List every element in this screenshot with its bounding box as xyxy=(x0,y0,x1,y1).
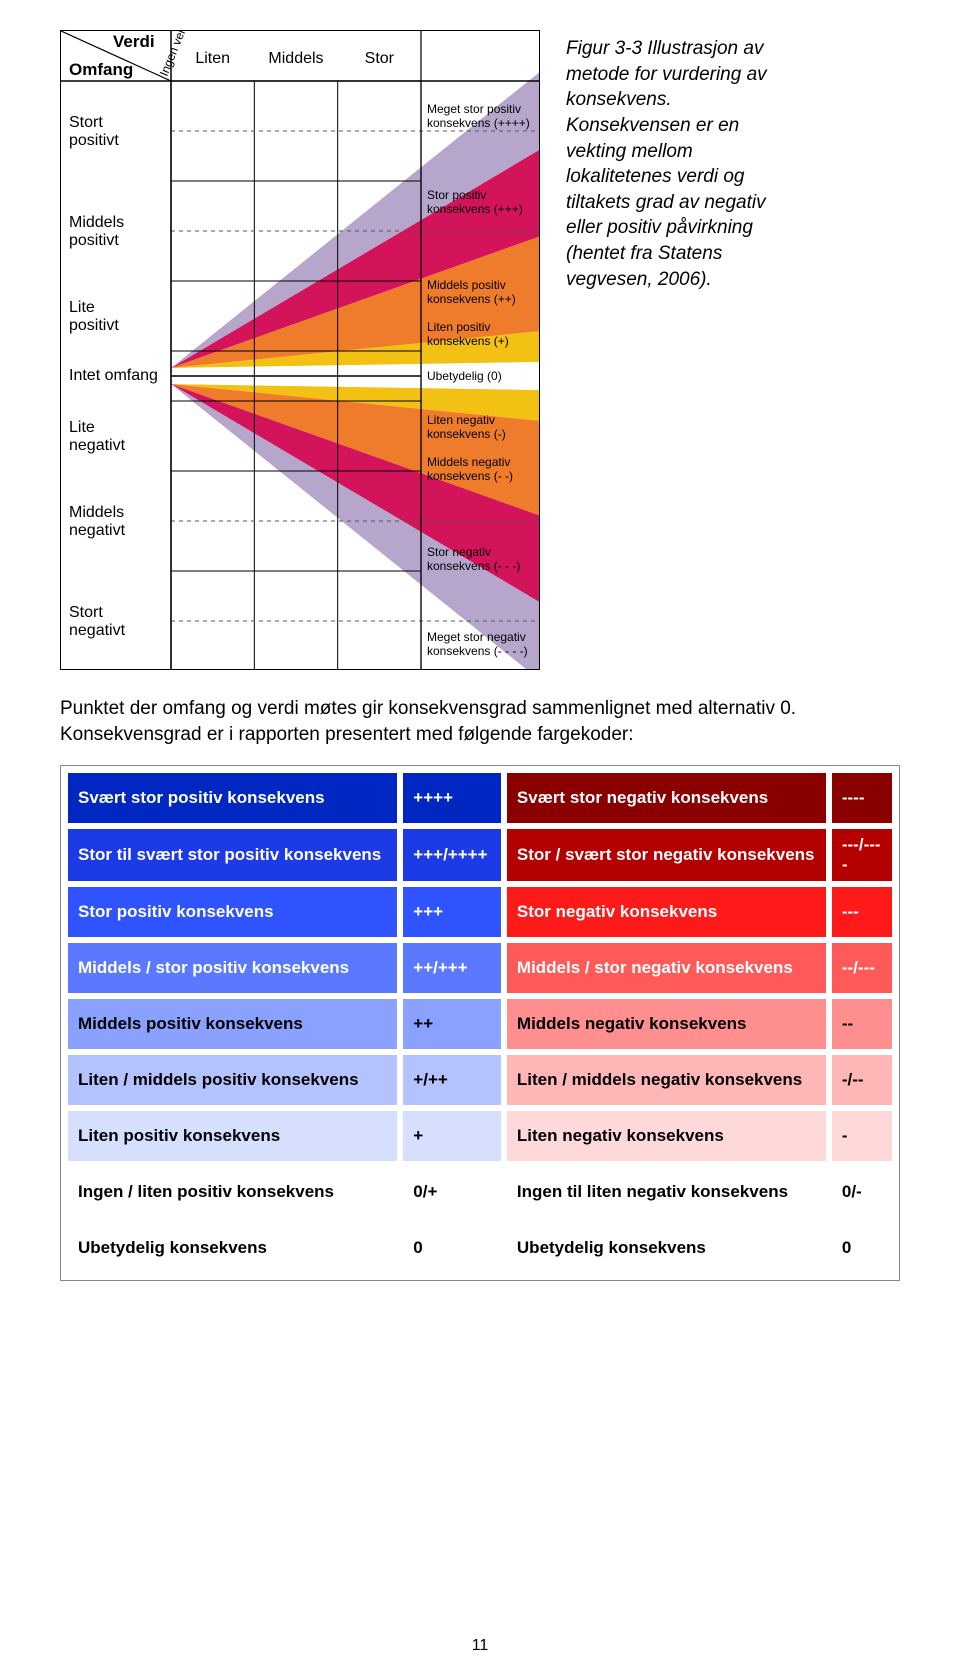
neg-label: Svært stor negativ konsekvens xyxy=(506,772,827,824)
pos-label: Liten / middels positiv konsekvens xyxy=(67,1054,398,1106)
svg-text:Middels negativ: Middels negativ xyxy=(427,455,510,469)
svg-text:konsekvens (++): konsekvens (++) xyxy=(427,292,516,306)
neg-label: Liten / middels negativ konsekvens xyxy=(506,1054,827,1106)
caption-line: (hentet fra Statens xyxy=(566,243,722,264)
svg-text:positivt: positivt xyxy=(69,232,119,249)
pos-symbol: +/++ xyxy=(402,1054,502,1106)
svg-text:Middels: Middels xyxy=(69,214,124,231)
pos-symbol: ++++ xyxy=(402,772,502,824)
svg-text:negativt: negativt xyxy=(69,437,126,454)
svg-text:Middels: Middels xyxy=(268,50,323,67)
color-code-table: Svært stor positiv konsekvens++++Svært s… xyxy=(60,765,900,1281)
pos-symbol: 0 xyxy=(402,1222,502,1274)
svg-text:Stor: Stor xyxy=(365,50,395,67)
pos-symbol: ++ xyxy=(402,998,502,1050)
svg-text:Stort: Stort xyxy=(69,114,103,131)
svg-text:Stor positiv: Stor positiv xyxy=(427,188,486,202)
svg-text:Liten negativ: Liten negativ xyxy=(427,413,495,427)
svg-text:Meget stor positiv: Meget stor positiv xyxy=(427,102,521,116)
pos-label: Middels positiv konsekvens xyxy=(67,998,398,1050)
svg-text:Intet omfang: Intet omfang xyxy=(69,367,158,384)
pos-symbol: +++/++++ xyxy=(402,828,502,882)
neg-label: Ingen til liten negativ konsekvens xyxy=(506,1166,827,1218)
body-line: Konsekvensgrad er i rapporten presentert… xyxy=(60,724,634,745)
pos-label: Stor til svært stor positiv konsekvens xyxy=(67,828,398,882)
svg-text:konsekvens (-): konsekvens (-) xyxy=(427,427,506,441)
caption-line: metode for vurdering av xyxy=(566,64,767,85)
svg-text:Ubetydelig (0): Ubetydelig (0) xyxy=(427,369,502,383)
pos-label: Ingen / liten positiv konsekvens xyxy=(67,1166,398,1218)
neg-symbol: ---/---- xyxy=(831,828,893,882)
svg-text:Middels: Middels xyxy=(69,504,124,521)
caption-line: konsekvens. xyxy=(566,89,672,110)
neg-symbol: ---- xyxy=(831,772,893,824)
caption-line: vegvesen, 2006). xyxy=(566,269,712,290)
svg-text:negativt: negativt xyxy=(69,522,126,539)
pos-label: Ubetydelig konsekvens xyxy=(67,1222,398,1274)
svg-text:Ingen verdi: Ingen verdi xyxy=(157,31,192,78)
svg-text:konsekvens (+): konsekvens (+) xyxy=(427,334,509,348)
neg-symbol: - xyxy=(831,1110,893,1162)
pos-label: Svært stor positiv konsekvens xyxy=(67,772,398,824)
svg-text:Lite: Lite xyxy=(69,419,95,436)
svg-text:positivt: positivt xyxy=(69,132,119,149)
pos-label: Stor positiv konsekvens xyxy=(67,886,398,938)
svg-text:Liten: Liten xyxy=(195,50,230,67)
neg-label: Ubetydelig konsekvens xyxy=(506,1222,827,1274)
caption-line: Konsekvensen er en xyxy=(566,115,739,136)
svg-text:Stor negativ: Stor negativ xyxy=(427,545,491,559)
neg-label: Middels / stor negativ konsekvens xyxy=(506,942,827,994)
fan-svg: Omfang VerdiIngen verdiLiten Middels Stor St… xyxy=(61,31,540,670)
svg-text:Lite: Lite xyxy=(69,299,95,316)
svg-text:konsekvens (- -): konsekvens (- -) xyxy=(427,469,513,483)
consequence-fan-chart: Omfang VerdiIngen verdiLiten Middels Stor St… xyxy=(60,30,540,670)
caption-line: tiltakets grad av negativ xyxy=(566,192,766,213)
svg-text:Middels positiv: Middels positiv xyxy=(427,278,506,292)
svg-text:positivt: positivt xyxy=(69,317,119,334)
neg-label: Middels negativ konsekvens xyxy=(506,998,827,1050)
neg-label: Stor negativ konsekvens xyxy=(506,886,827,938)
page: Omfang VerdiIngen verdiLiten Middels Stor St… xyxy=(0,0,960,1669)
neg-label: Liten negativ konsekvens xyxy=(506,1110,827,1162)
svg-text:konsekvens (- - - -): konsekvens (- - - -) xyxy=(427,644,528,658)
neg-symbol: --- xyxy=(831,886,893,938)
caption-line: Figur 3-3 Illustrasjon av xyxy=(566,38,763,59)
figure-caption: Figur 3-3 Illustrasjon av metode for vur… xyxy=(566,30,920,292)
pos-symbol: +++ xyxy=(402,886,502,938)
body-line: Punktet der omfang og verdi møtes gir ko… xyxy=(60,698,796,719)
body-text: Punktet der omfang og verdi møtes gir ko… xyxy=(60,696,920,747)
svg-text:Liten positiv: Liten positiv xyxy=(427,320,490,334)
pos-symbol: 0/+ xyxy=(402,1166,502,1218)
caption-line: eller positiv påvirkning xyxy=(566,217,753,238)
svg-text:konsekvens (+++): konsekvens (+++) xyxy=(427,202,523,216)
caption-line: lokalitetenes verdi og xyxy=(566,166,745,187)
svg-text:Meget stor negativ: Meget stor negativ xyxy=(427,630,526,644)
pos-symbol: + xyxy=(402,1110,502,1162)
page-number: 11 xyxy=(0,1637,960,1655)
neg-symbol: 0/- xyxy=(831,1166,893,1218)
svg-text:konsekvens (++++): konsekvens (++++) xyxy=(427,116,530,130)
neg-symbol: --/--- xyxy=(831,942,893,994)
pos-label: Middels / stor positiv konsekvens xyxy=(67,942,398,994)
neg-symbol: 0 xyxy=(831,1222,893,1274)
svg-text:Verdi: Verdi xyxy=(113,32,155,51)
svg-text:konsekvens (- - -): konsekvens (- - -) xyxy=(427,559,520,573)
neg-label: Stor / svært stor negativ konsekvens xyxy=(506,828,827,882)
neg-symbol: -/-- xyxy=(831,1054,893,1106)
top-section: Omfang VerdiIngen verdiLiten Middels Stor St… xyxy=(60,30,920,670)
svg-text:Stort: Stort xyxy=(69,604,103,621)
pos-label: Liten positiv konsekvens xyxy=(67,1110,398,1162)
svg-text:Omfang: Omfang xyxy=(69,60,133,79)
caption-line: vekting mellom xyxy=(566,141,693,162)
pos-symbol: ++/+++ xyxy=(402,942,502,994)
svg-text:negativt: negativt xyxy=(69,622,126,639)
neg-symbol: -- xyxy=(831,998,893,1050)
